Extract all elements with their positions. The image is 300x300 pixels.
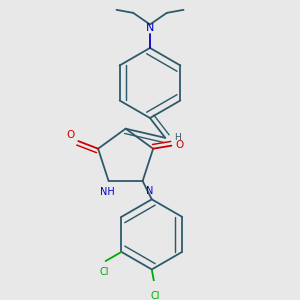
Text: Cl: Cl [150, 291, 160, 300]
Text: Cl: Cl [99, 266, 109, 277]
Text: O: O [66, 130, 75, 140]
Text: O: O [175, 140, 183, 150]
Text: N: N [146, 23, 154, 33]
Text: NH: NH [100, 187, 115, 196]
Text: N: N [146, 186, 153, 196]
Text: H: H [174, 133, 181, 142]
